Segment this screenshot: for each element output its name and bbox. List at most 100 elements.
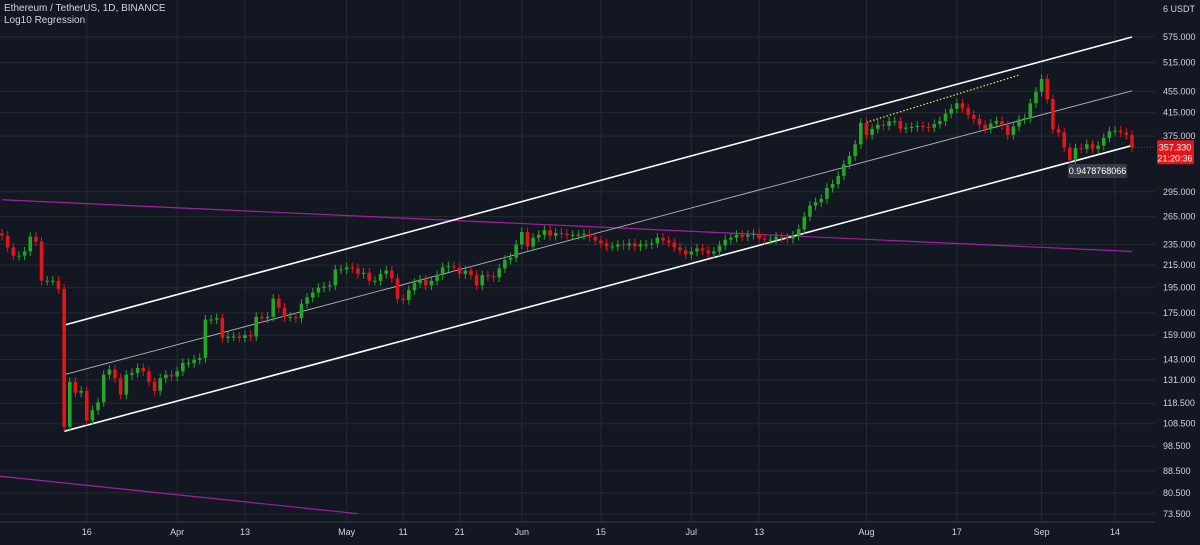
candle-body[interactable]	[1062, 132, 1066, 148]
candle[interactable]	[367, 268, 372, 286]
candle-body[interactable]	[508, 257, 513, 260]
candle[interactable]	[130, 368, 134, 380]
candle-body[interactable]	[712, 251, 716, 254]
candle-body[interactable]	[819, 198, 824, 203]
candle[interactable]	[1113, 126, 1117, 136]
candle[interactable]	[808, 200, 812, 222]
candle[interactable]	[666, 235, 671, 248]
candle[interactable]	[412, 278, 417, 295]
candle[interactable]	[118, 373, 123, 400]
candle[interactable]	[842, 159, 846, 181]
candle-body[interactable]	[988, 123, 993, 129]
candle[interactable]	[395, 273, 400, 304]
candle[interactable]	[503, 255, 507, 274]
candle[interactable]	[565, 229, 569, 240]
candle[interactable]	[520, 227, 524, 250]
candle-body[interactable]	[356, 268, 360, 274]
candle-body[interactable]	[1017, 119, 1021, 127]
candle[interactable]	[616, 239, 620, 252]
candle-body[interactable]	[316, 287, 321, 293]
candle-body[interactable]	[926, 127, 931, 129]
candle-body[interactable]	[457, 267, 462, 274]
candle[interactable]	[152, 377, 157, 396]
candle-body[interactable]	[384, 270, 388, 274]
candle-body[interactable]	[514, 244, 518, 258]
candle-body[interactable]	[655, 237, 660, 244]
candle-body[interactable]	[1101, 137, 1106, 146]
candle[interactable]	[440, 262, 445, 280]
candle-body[interactable]	[570, 234, 575, 236]
candle-body[interactable]	[452, 266, 456, 268]
candle-body[interactable]	[870, 128, 874, 135]
candle-body[interactable]	[587, 233, 592, 237]
candle[interactable]	[706, 245, 711, 259]
candle-body[interactable]	[1130, 134, 1134, 148]
candle[interactable]	[1090, 139, 1095, 154]
candle[interactable]	[740, 230, 744, 242]
candle[interactable]	[423, 274, 428, 291]
candle-body[interactable]	[68, 381, 72, 427]
candle[interactable]	[135, 363, 140, 378]
candle[interactable]	[209, 314, 213, 325]
candle-body[interactable]	[17, 255, 21, 257]
candle-body[interactable]	[5, 235, 10, 248]
candle-body[interactable]	[921, 125, 925, 128]
candle[interactable]	[1011, 121, 1016, 140]
candle-body[interactable]	[909, 127, 914, 129]
candle-body[interactable]	[972, 114, 976, 119]
last-price-badge[interactable]	[1157, 140, 1194, 165]
candle-body[interactable]	[288, 316, 292, 318]
candle[interactable]	[344, 262, 349, 275]
candle[interactable]	[915, 121, 920, 132]
candle-body[interactable]	[661, 237, 665, 241]
candle-body[interactable]	[84, 390, 89, 421]
symbol-title[interactable]: Ethereum / TetherUS, 1D, BINANCE	[4, 3, 166, 14]
candle-body[interactable]	[983, 124, 987, 129]
candle[interactable]	[966, 103, 970, 120]
candle[interactable]	[825, 183, 829, 204]
price-axis[interactable]: 575.000 515.000 455.000 415.000 375.000 295.0…	[1155, 0, 1200, 540]
candle-body[interactable]	[463, 270, 468, 274]
candle[interactable]	[469, 265, 473, 280]
candle[interactable]	[299, 299, 304, 323]
candle-body[interactable]	[610, 246, 614, 248]
candle-body[interactable]	[254, 316, 259, 337]
candle-body[interactable]	[966, 108, 970, 115]
candle[interactable]	[887, 116, 891, 131]
candle[interactable]	[39, 236, 44, 286]
candle-body[interactable]	[616, 244, 620, 247]
candle[interactable]	[847, 151, 852, 170]
candle-body[interactable]	[322, 286, 326, 288]
candle[interactable]	[525, 227, 530, 252]
candle[interactable]	[1118, 126, 1123, 138]
indicator-title[interactable]: Log10 Regression	[4, 15, 86, 26]
candle-body[interactable]	[1113, 130, 1117, 132]
candle-body[interactable]	[740, 234, 744, 237]
candle[interactable]	[446, 261, 451, 272]
candle[interactable]	[717, 240, 722, 257]
candle[interactable]	[1130, 130, 1134, 153]
candle[interactable]	[45, 276, 49, 286]
candle-body[interactable]	[649, 243, 654, 245]
candle-body[interactable]	[553, 232, 558, 236]
candle[interactable]	[1028, 98, 1033, 123]
candle-body[interactable]	[73, 381, 78, 393]
candle[interactable]	[548, 225, 552, 241]
candle-body[interactable]	[808, 205, 812, 217]
candle-body[interactable]	[124, 374, 129, 395]
candle-body[interactable]	[192, 359, 196, 363]
candle[interactable]	[1107, 126, 1112, 143]
candle-body[interactable]	[237, 336, 242, 339]
candle[interactable]	[836, 171, 840, 189]
candle[interactable]	[175, 366, 179, 382]
candle[interactable]	[938, 116, 942, 129]
candle[interactable]	[452, 261, 456, 272]
candle[interactable]	[147, 366, 151, 387]
candle[interactable]	[955, 98, 959, 114]
candle[interactable]	[774, 232, 778, 245]
candle[interactable]	[926, 122, 931, 133]
candle[interactable]	[84, 386, 89, 426]
candle[interactable]	[282, 303, 287, 322]
candle[interactable]	[700, 243, 705, 256]
